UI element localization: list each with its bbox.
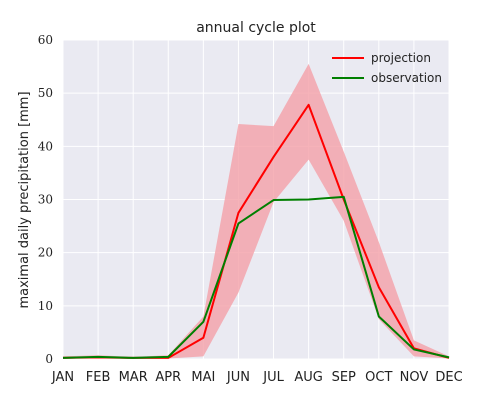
x-tick-label: JUL	[262, 370, 284, 385]
observation-legend-label: observation	[371, 71, 442, 85]
x-tick-label: SEP	[332, 370, 356, 385]
y-tick-label: 60	[38, 33, 53, 47]
x-tick-label: MAR	[119, 370, 148, 385]
projection-legend-label: projection	[371, 51, 431, 65]
y-tick-label: 30	[38, 193, 53, 207]
x-tick-label: JUN	[226, 370, 250, 385]
x-tick-label: FEB	[86, 370, 111, 385]
y-tick-label: 0	[45, 352, 53, 366]
x-tick-label: APR	[155, 370, 181, 385]
series-layer	[62, 103, 450, 359]
y-tick-labels: 0 10 20 30 40 50 60	[38, 33, 53, 366]
chart-title: annual cycle plot	[196, 20, 316, 36]
y-tick-label: 20	[38, 246, 53, 260]
y-tick-label: 40	[38, 139, 53, 153]
legend: projection observation	[332, 51, 442, 85]
x-tick-label: JAN	[51, 370, 74, 385]
x-tick-labels: JAN FEB MAR APR MAI JUN JUL AUG SEP OCT NOV DEC	[51, 370, 463, 385]
y-tick-label: 50	[38, 86, 53, 100]
x-tick-label: AUG	[294, 370, 322, 385]
x-tick-label: DEC	[435, 370, 462, 385]
x-tick-label: MAI	[191, 370, 215, 385]
x-tick-label: NOV	[400, 370, 429, 385]
observation-series-line	[62, 195, 450, 359]
y-axis-label: maximal daily precipitation [mm]	[17, 91, 32, 308]
y-tick-label: 10	[38, 299, 53, 313]
x-tick-label: OCT	[365, 370, 392, 385]
